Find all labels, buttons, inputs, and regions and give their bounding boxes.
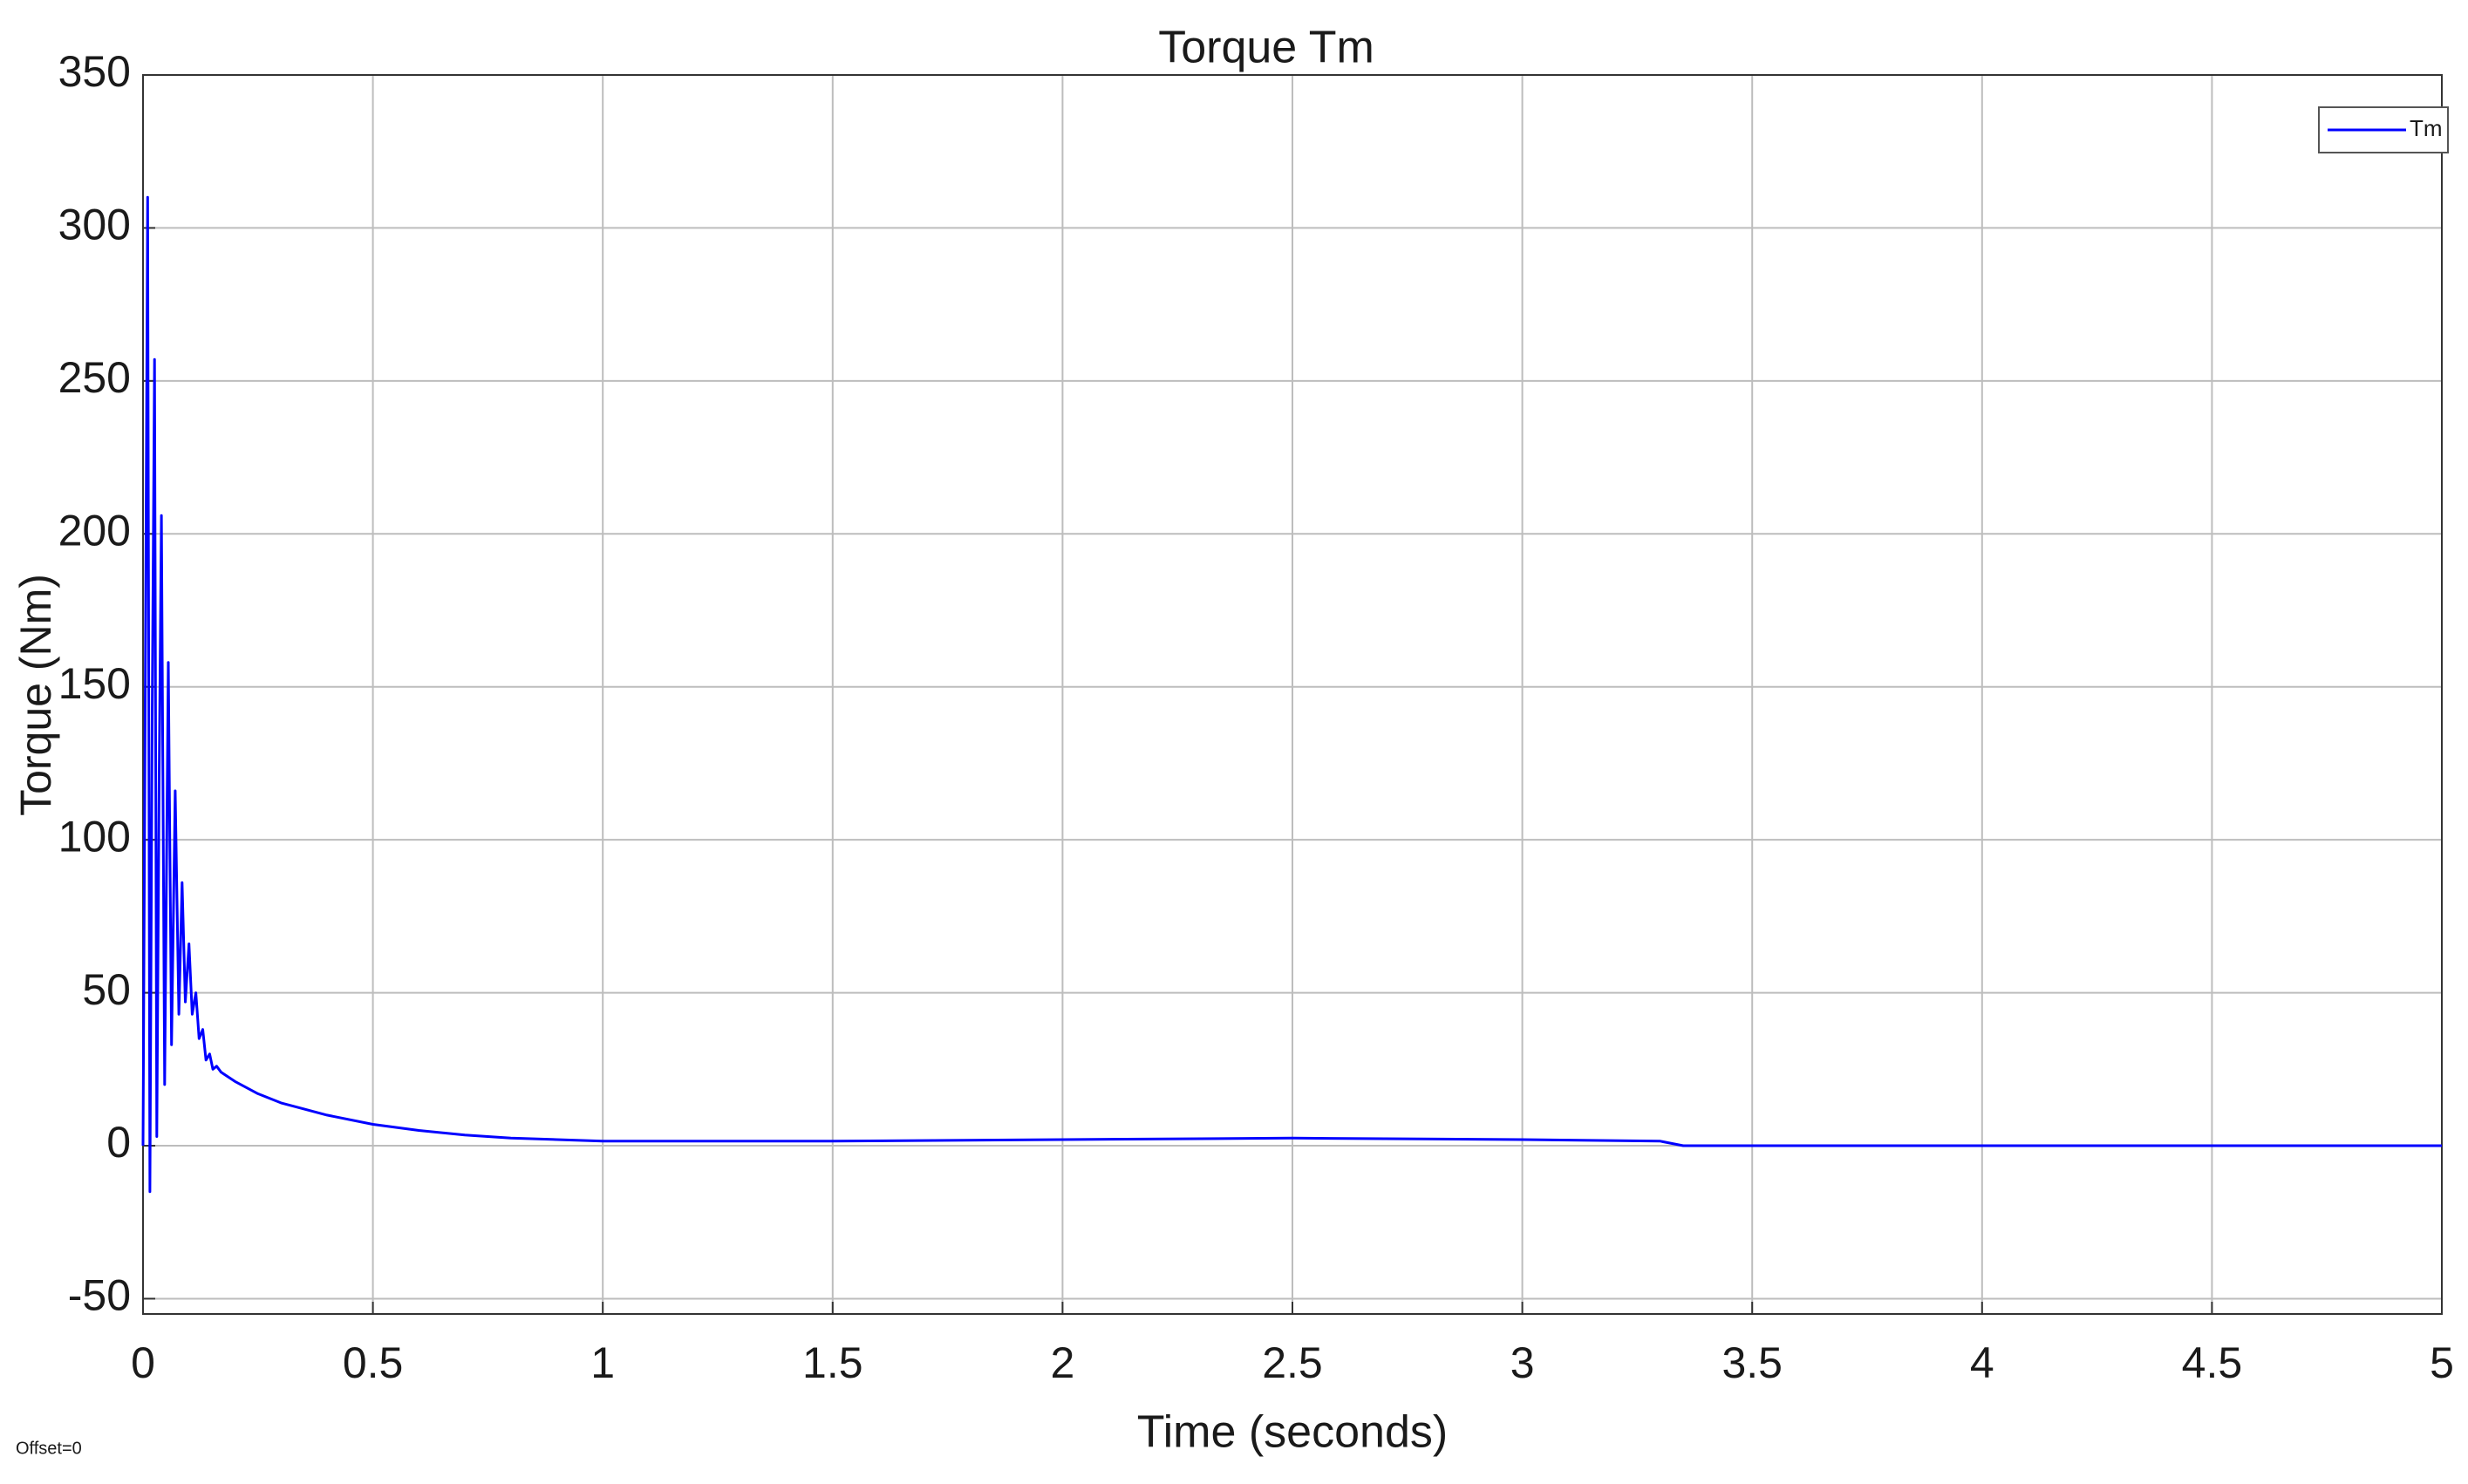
x-tick-label: 5 [2430,1338,2454,1387]
legend-label: Tm [2410,115,2443,141]
y-tick-label: 200 [58,506,131,555]
y-tick-label: 100 [58,812,131,861]
y-tick-label: 0 [106,1118,131,1167]
y-axis-label: Torque (Nm) [11,574,60,816]
x-tick-label: 2.5 [1262,1338,1323,1387]
x-tick-label: 3 [1510,1338,1535,1387]
plot-frame [142,74,2443,1315]
chart-title: Torque Tm [1158,23,1374,73]
x-axis-label: Time (seconds) [1137,1407,1448,1458]
y-tick-label: 350 [58,47,131,96]
y-tick-label: 50 [82,965,131,1014]
x-tick-label: 2 [1050,1338,1074,1387]
x-tick-label: 4.5 [2182,1338,2243,1387]
y-tick-label: 150 [58,659,131,708]
y-tick-label: 250 [58,353,131,402]
y-tick-label: 300 [58,201,131,249]
data-line [141,195,2442,1194]
x-tick-label: 1.5 [802,1338,863,1387]
y-tick-label: -50 [68,1271,131,1320]
x-tick-label: 4 [1970,1338,1994,1387]
x-tick-label: 0.5 [343,1338,404,1387]
x-tick-label: 0 [131,1338,155,1387]
annotation: Offset=0 [16,1439,82,1458]
x-tick-label: 3.5 [1721,1338,1783,1387]
x-tick-label: 1 [590,1338,615,1387]
